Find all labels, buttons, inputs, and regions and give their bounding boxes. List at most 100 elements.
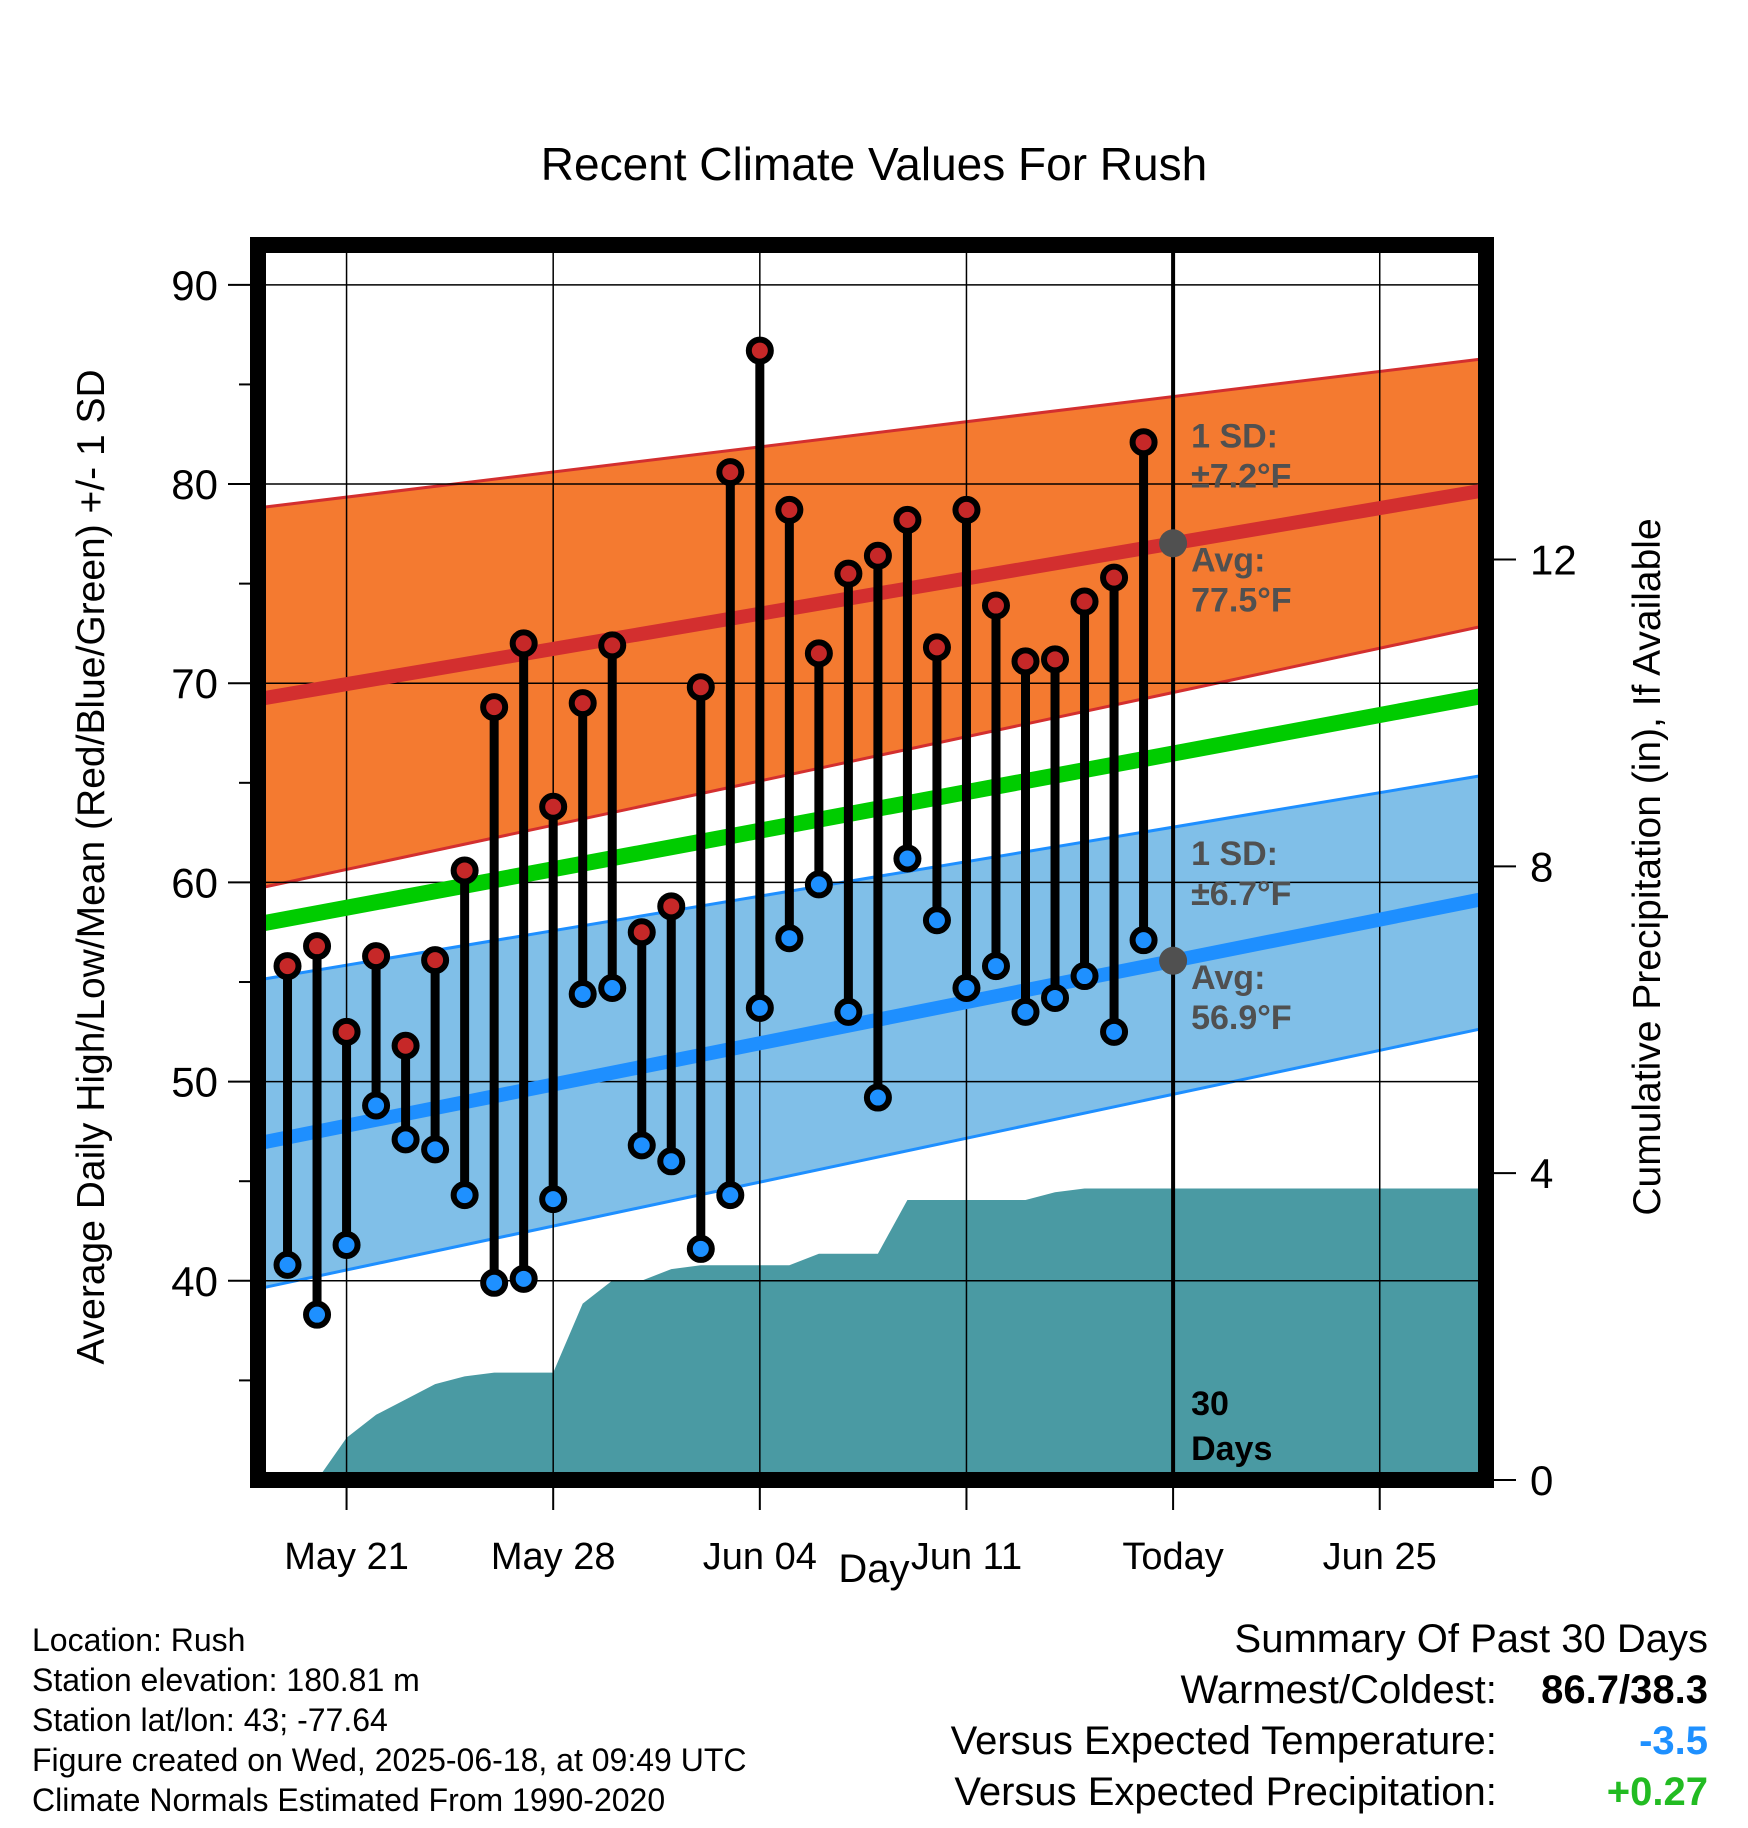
precip-label: Versus Expected Precipitation: [954, 1770, 1497, 1814]
days-label-count: 30 [1191, 1385, 1229, 1423]
low-temp-point [745, 993, 774, 1022]
high-temp-point [1011, 647, 1040, 676]
station-info: Location: Rush Station elevation: 180.81… [32, 1620, 746, 1820]
low-sd-lower-line [257, 1026, 1487, 1291]
y-axis: 40 50 60 70 80 90 [171, 262, 250, 1382]
high-temp-point [893, 505, 922, 534]
location-text: Location: Rush [32, 1622, 246, 1658]
low-temp-point [539, 1185, 568, 1214]
low-temp-point [1129, 926, 1158, 955]
y2-tick-label: 0 [1530, 1457, 1553, 1504]
low-temp-point [568, 979, 597, 1008]
high-temp-point [657, 892, 686, 921]
high-temp-point [303, 932, 332, 961]
low-temp-point [952, 973, 981, 1002]
low-temp-point [657, 1147, 686, 1176]
high-sd-value: ±7.2°F [1191, 457, 1291, 495]
y-tick-label: 70 [171, 660, 218, 707]
high-temp-point [804, 639, 833, 668]
temp-value: -3.5 [1639, 1719, 1708, 1763]
summary-warm-cold: Warmest/Coldest: 86.7/38.3 [951, 1665, 1709, 1716]
high-temp-point [745, 336, 774, 365]
high-temp-point [1070, 587, 1099, 616]
low-temp-point [686, 1234, 715, 1263]
high-temp-point [450, 856, 479, 885]
low-temp-point [598, 973, 627, 1002]
high-temp-point [1100, 563, 1129, 592]
high-temp-point [332, 1017, 361, 1046]
y2-tick-label: 12 [1530, 537, 1577, 584]
y-tick-label: 40 [171, 1258, 218, 1305]
high-temp-point [922, 633, 951, 662]
high-temp-point [273, 952, 302, 981]
x-tick-label: Jun 04 [703, 1536, 817, 1578]
high-temp-point [952, 495, 981, 524]
plot-frame [250, 237, 1494, 1488]
low-temp-point [391, 1125, 420, 1154]
low-sd-band [258, 774, 1486, 1289]
high-temp-point [509, 629, 538, 658]
high-temp-point [716, 458, 745, 487]
high-temp-point [627, 918, 656, 947]
x-tick-label: May 28 [491, 1536, 616, 1578]
low-temp-point [863, 1083, 892, 1112]
x-tick-label: Jun 11 [911, 1536, 1022, 1578]
y-tick-label: 90 [171, 262, 218, 309]
high-temp-point [362, 942, 391, 971]
low-temp-point [922, 906, 951, 935]
y2-tick-label: 4 [1530, 1150, 1553, 1197]
chart-title: Recent Climate Values For Rush [541, 138, 1207, 190]
high-temp-point [391, 1031, 420, 1060]
low-temp-point [332, 1230, 361, 1259]
low-temp-point [834, 997, 863, 1026]
y2-tick-label: 8 [1530, 843, 1553, 890]
temp-label: Versus Expected Temperature: [950, 1719, 1497, 1763]
summary-precip: Versus Expected Precipitation: +0.27 [951, 1767, 1708, 1818]
normals-text: Climate Normals Estimated From 1990-2020 [32, 1782, 666, 1818]
high-temp-point [421, 946, 450, 975]
low-temp-point [509, 1264, 538, 1293]
climate-chart: Recent Climate Values For Rush 1 SD:±7.2… [70, 138, 1669, 1591]
low-sd-label: 1 SD: [1191, 835, 1278, 873]
created-text: Figure created on Wed, 2025-06-18, at 09… [32, 1742, 747, 1778]
high-temp-point [981, 591, 1010, 620]
high-temp-point [539, 792, 568, 821]
low-avg-value: 56.9°F [1191, 999, 1292, 1037]
low-avg-label: Avg: [1191, 959, 1265, 997]
y2-axis: 0 4 8 12 [1494, 537, 1577, 1504]
high-sd-lower-line [257, 624, 1487, 890]
precipitation-area [317, 1188, 1486, 1480]
y-tick-label: 60 [171, 859, 218, 906]
high-avg-label: Avg: [1191, 541, 1265, 579]
low-temp-point [421, 1135, 450, 1164]
y-tick-label: 50 [171, 1059, 218, 1106]
low-temp-point [273, 1250, 302, 1279]
high-avg-line [256, 483, 1488, 707]
low-sd-value: ±6.7°F [1191, 875, 1291, 913]
latlon-text: Station lat/lon: 43; -77.64 [32, 1702, 388, 1738]
low-temp-point [893, 844, 922, 873]
summary-title: Summary Of Past 30 Days [1234, 1617, 1708, 1661]
y-tick-label: 80 [171, 461, 218, 508]
high-avg-value: 77.5°F [1191, 581, 1292, 619]
low-temp-point [1041, 983, 1070, 1012]
low-temp-point [1070, 962, 1099, 991]
x-axis: May 21 May 28 Jun 04 Jun 11 Today Jun 25 [284, 1488, 1437, 1578]
high-temp-point [1129, 428, 1158, 457]
high-sd-band [258, 358, 1486, 889]
high-temp-point [686, 673, 715, 702]
today-low-avg-marker [1159, 946, 1188, 975]
x-tick-label: Today [1122, 1536, 1223, 1578]
high-temp-point [775, 495, 804, 524]
x-tick-label: May 21 [284, 1536, 409, 1578]
precip-value: +0.27 [1606, 1770, 1708, 1814]
elevation-text: Station elevation: 180.81 m [32, 1662, 420, 1698]
low-temp-point [362, 1091, 391, 1120]
today-high-avg-marker [1159, 529, 1188, 558]
high-sd-label: 1 SD: [1191, 417, 1278, 455]
low-temp-point [303, 1300, 332, 1329]
high-temp-point [598, 631, 627, 660]
low-temp-point [450, 1181, 479, 1210]
low-temp-point [480, 1268, 509, 1297]
low-temp-point [981, 952, 1010, 981]
